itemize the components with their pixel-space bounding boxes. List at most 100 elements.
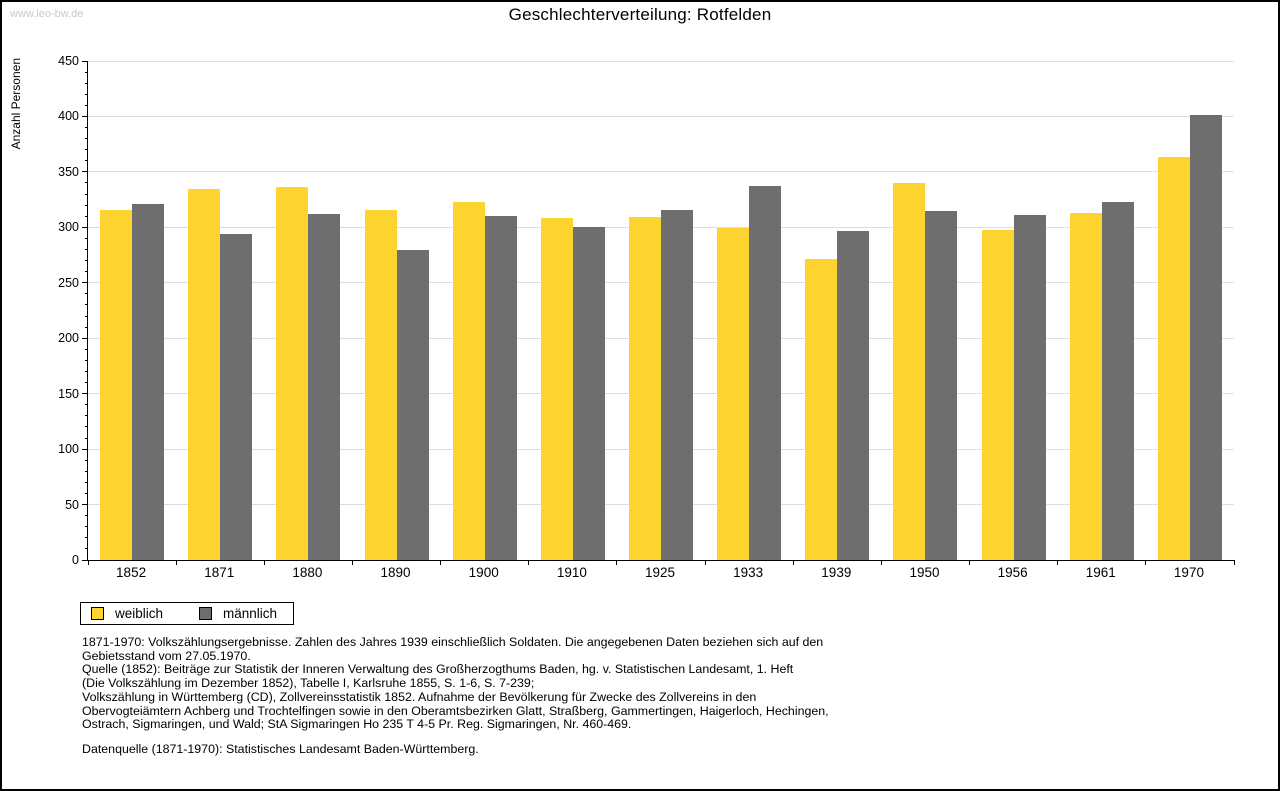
y-minor-tick-390 xyxy=(85,127,88,129)
x-axis-label-1900: 1900 xyxy=(468,565,499,580)
bar-group-1900 xyxy=(441,61,529,560)
x-axis-label-1852: 1852 xyxy=(116,565,147,580)
footnote-line-5: Volkszählung in Württemberg (CD), Zollve… xyxy=(82,689,757,704)
y-minor-tick-380 xyxy=(85,138,88,140)
y-axis-label-0: 0 xyxy=(72,553,79,567)
bar-group-1970 xyxy=(1146,61,1234,560)
y-major-tick-450 xyxy=(82,60,88,62)
footnote-line-7: Ostrach, Sigmaringen, und Wald; StA Sigm… xyxy=(82,717,632,732)
y-minor-tick-270 xyxy=(85,260,88,262)
bar-group-1852 xyxy=(88,61,176,560)
bar-groups xyxy=(88,61,1234,560)
y-axis-title: Anzahl Personen xyxy=(9,58,23,150)
bar-weiblich-1961 xyxy=(1069,213,1102,560)
bar-weiblich-1900 xyxy=(452,202,485,560)
x-axis-label-1970: 1970 xyxy=(1173,565,1204,580)
x-axis-labels: 1852 1871 1880 1890 1900 1910 1925 1933 1939 1950… xyxy=(87,565,1233,580)
y-axis-label-150: 150 xyxy=(58,386,79,401)
bar-weiblich-1852 xyxy=(100,210,133,560)
x-axis-tick-2 xyxy=(263,560,265,565)
x-axis-label-1961: 1961 xyxy=(1085,565,1116,580)
y-minor-tick-360 xyxy=(85,160,88,162)
y-minor-tick-180 xyxy=(85,359,88,361)
bar-männlich-1925 xyxy=(661,210,694,560)
footnote-line-2: Gebietsstand vom 27.05.1970. xyxy=(82,648,251,663)
y-minor-tick-260 xyxy=(85,271,88,273)
chart-title: Geschlechterverteilung: Rotfelden xyxy=(508,5,772,24)
x-axis-label-1880: 1880 xyxy=(292,565,323,580)
bar-group-1890 xyxy=(352,61,440,560)
bar-weiblich-1956 xyxy=(981,230,1014,560)
bar-group-1925 xyxy=(617,61,705,560)
footnote-line-3: Quelle (1852): Beiträge zur Statistik de… xyxy=(82,662,794,677)
bar-group-1871 xyxy=(176,61,264,560)
x-axis-tick-1 xyxy=(175,560,177,565)
y-minor-tick-410 xyxy=(85,104,88,106)
legend-entry-männlich: männlich xyxy=(199,606,277,621)
x-axis-label-1939: 1939 xyxy=(821,565,852,580)
x-axis-tick-5 xyxy=(528,560,530,565)
bar-männlich-1871 xyxy=(220,234,253,560)
bar-weiblich-1970 xyxy=(1157,157,1190,560)
plot-area xyxy=(82,60,1235,565)
bar-group-1910 xyxy=(529,61,617,560)
y-minor-tick-330 xyxy=(85,193,88,195)
y-major-tick-400 xyxy=(82,115,88,117)
y-axis-label-450: 450 xyxy=(58,54,79,68)
legend-label-männlich: männlich xyxy=(223,606,278,621)
gridline-400 xyxy=(88,115,1234,117)
y-axis-label-100: 100 xyxy=(58,442,79,457)
y-axis-label-400: 400 xyxy=(58,109,79,124)
y-minor-tick-220 xyxy=(85,315,88,317)
y-minor-tick-20 xyxy=(85,537,88,539)
y-minor-tick-370 xyxy=(85,149,88,151)
x-axis-tick-9 xyxy=(880,560,882,565)
y-minor-tick-440 xyxy=(85,71,88,73)
y-major-tick-250 xyxy=(82,282,88,284)
y-minor-tick-140 xyxy=(85,404,88,406)
y-minor-tick-240 xyxy=(85,293,88,295)
bar-group-1939 xyxy=(793,61,881,560)
bar-weiblich-1925 xyxy=(629,217,662,560)
bar-weiblich-1880 xyxy=(276,187,309,560)
gridline-450 xyxy=(88,60,1234,62)
footnote-line-1: 1871-1970: Volkszählungsergebnisse. Zahl… xyxy=(82,635,824,649)
footnote-line-6: Obervogteiämtern Achberg und Trochtelfin… xyxy=(82,703,829,718)
gridline-350 xyxy=(88,171,1234,173)
y-minor-tick-70 xyxy=(85,481,88,483)
bar-männlich-1900 xyxy=(484,216,517,560)
x-axis-label-1950: 1950 xyxy=(909,565,940,580)
x-axis-tick-13 xyxy=(1233,560,1235,565)
x-axis-tick-7 xyxy=(704,560,706,565)
legend-swatch-weiblich xyxy=(91,607,104,620)
bar-weiblich-1871 xyxy=(188,189,221,560)
y-major-tick-50 xyxy=(82,504,88,506)
y-axis-label-350: 350 xyxy=(58,164,79,179)
x-axis-label-1956: 1956 xyxy=(997,565,1028,580)
bar-männlich-1933 xyxy=(749,186,782,560)
y-major-tick-200 xyxy=(82,337,88,339)
data-source-note: Datenquelle (1871-1970): Statistisches L… xyxy=(82,742,479,756)
y-minor-tick-430 xyxy=(85,82,88,84)
y-minor-tick-190 xyxy=(85,348,88,350)
y-axis-label-300: 300 xyxy=(58,220,79,235)
y-minor-tick-290 xyxy=(85,237,88,239)
y-major-tick-350 xyxy=(82,171,88,173)
bar-weiblich-1890 xyxy=(364,210,397,560)
x-axis-label-1871: 1871 xyxy=(204,565,235,580)
watermark-text: www.leo-bw.de xyxy=(10,8,84,20)
y-axis-label-50: 50 xyxy=(65,497,79,512)
bar-group-1880 xyxy=(264,61,352,560)
footnotes: 1871-1970: Volkszählungsergebnisse. Zahl… xyxy=(82,635,829,732)
bar-männlich-1956 xyxy=(1013,215,1046,560)
y-minor-tick-170 xyxy=(85,371,88,372)
y-minor-tick-110 xyxy=(85,437,88,439)
y-minor-tick-160 xyxy=(85,382,88,384)
y-minor-tick-120 xyxy=(85,426,88,428)
y-major-tick-150 xyxy=(82,393,88,395)
x-axis-tick-6 xyxy=(616,560,618,565)
y-minor-tick-210 xyxy=(85,326,88,328)
bar-männlich-1890 xyxy=(396,250,429,560)
bar-group-1961 xyxy=(1058,61,1146,560)
x-axis-tick-4 xyxy=(440,560,442,565)
